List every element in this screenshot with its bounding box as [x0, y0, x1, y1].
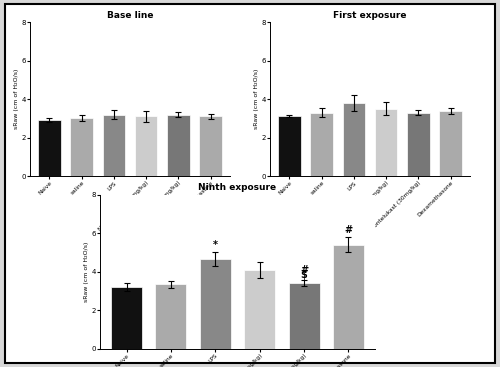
Bar: [407, 113, 430, 176]
Text: #: #: [344, 225, 352, 235]
Title: First exposure: First exposure: [333, 11, 407, 20]
Bar: [278, 116, 300, 176]
Bar: [135, 116, 158, 176]
Bar: [102, 115, 125, 176]
Text: #: #: [300, 265, 308, 275]
Bar: [440, 111, 462, 176]
Bar: [167, 115, 190, 176]
Bar: [111, 287, 142, 349]
FancyBboxPatch shape: [5, 4, 495, 363]
Bar: [200, 259, 231, 349]
Bar: [342, 103, 365, 176]
Title: Base line: Base line: [107, 11, 153, 20]
Bar: [156, 284, 186, 349]
Bar: [310, 113, 333, 176]
Title: Ninth exposure: Ninth exposure: [198, 184, 276, 192]
Bar: [70, 119, 93, 176]
Bar: [333, 245, 364, 349]
Bar: [244, 270, 275, 349]
Text: $: $: [300, 270, 308, 280]
Y-axis label: sRaw (cm of H₂O/s): sRaw (cm of H₂O/s): [84, 241, 88, 302]
Y-axis label: sRaw (cm of H₂O/s): sRaw (cm of H₂O/s): [254, 69, 258, 129]
Bar: [200, 116, 222, 176]
Bar: [38, 120, 60, 176]
Y-axis label: sRaw (cm of H₂O/s): sRaw (cm of H₂O/s): [14, 69, 18, 129]
Bar: [375, 109, 398, 176]
Bar: [288, 283, 320, 349]
Text: *: *: [213, 240, 218, 250]
